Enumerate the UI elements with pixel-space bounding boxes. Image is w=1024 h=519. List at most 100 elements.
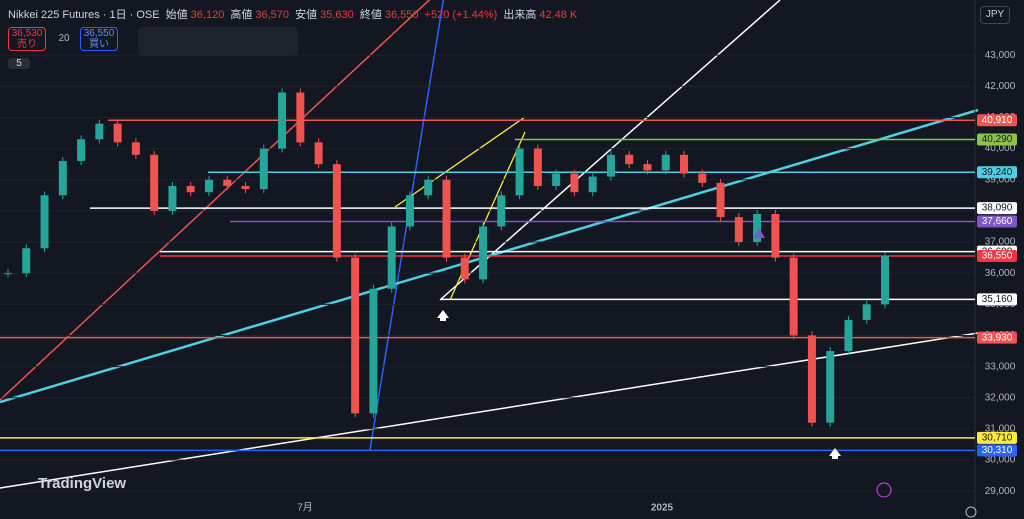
level-badge	[977, 133, 1017, 146]
arrow-marker	[753, 228, 765, 238]
symbol: Nikkei 225 Futures · 1日 · OSE	[8, 9, 160, 21]
candle	[442, 179, 451, 258]
candle	[497, 195, 506, 227]
price: 36,530	[11, 28, 43, 39]
y-tick-label: 30,000	[985, 455, 1016, 466]
candle	[58, 161, 67, 196]
candle	[460, 257, 469, 280]
level-badge	[977, 331, 1017, 344]
buy-button[interactable]: 36,550 買い	[80, 27, 118, 51]
y-tick-label: 42,000	[985, 81, 1016, 92]
candle	[734, 217, 743, 243]
candle	[278, 92, 287, 149]
level-label: 30,310	[982, 445, 1013, 456]
candle	[625, 154, 634, 165]
candle	[862, 304, 871, 320]
candle	[40, 195, 49, 249]
value: 36,570	[255, 9, 290, 21]
y-tick-label: 39,000	[985, 174, 1016, 185]
candle	[4, 273, 12, 275]
candle	[95, 123, 104, 140]
y-tick-label: 32,000	[985, 392, 1016, 403]
candle	[77, 139, 86, 162]
candle	[515, 148, 524, 196]
label: 売り	[17, 39, 37, 50]
candle	[789, 257, 798, 336]
level-badge	[977, 166, 1017, 179]
spread: 20	[58, 33, 70, 44]
value: 36,550	[384, 9, 419, 21]
level-label: 40,910	[982, 115, 1013, 126]
candle	[113, 123, 122, 143]
candle	[369, 288, 378, 414]
candle	[405, 195, 414, 227]
level-badge	[977, 250, 1017, 263]
change: +520 (+1.44%)	[424, 9, 498, 21]
drawing-toolbar[interactable]	[138, 27, 298, 55]
y-tick-label: 29,000	[985, 486, 1016, 497]
candle	[606, 154, 615, 177]
candle	[259, 148, 268, 190]
settings-icon[interactable]	[965, 506, 977, 518]
level-label: 35,160	[982, 294, 1013, 305]
candle	[881, 256, 889, 305]
candle	[661, 154, 670, 171]
candle	[844, 319, 853, 352]
x-tick-label: 2025	[651, 503, 674, 514]
value: 35,630	[320, 9, 354, 21]
candle	[241, 185, 250, 190]
label: 買い	[89, 39, 109, 50]
candle	[552, 173, 561, 186]
candle	[332, 164, 341, 258]
arrow-marker	[437, 310, 841, 459]
y-tick-label: 43,000	[985, 50, 1016, 61]
y-tick-label: 37,000	[985, 237, 1016, 248]
candle	[716, 182, 725, 218]
y-tick-label: 36,000	[985, 268, 1016, 279]
candle	[22, 248, 31, 274]
candle	[570, 173, 579, 193]
brand: TradingView	[38, 475, 126, 492]
candle	[296, 92, 305, 143]
label: 安値	[295, 9, 318, 21]
candle	[807, 335, 816, 423]
level-badge	[977, 215, 1017, 228]
sell-button[interactable]: 36,530 売り	[8, 27, 46, 51]
candle	[351, 257, 360, 414]
y-tick-label: 33,000	[985, 361, 1016, 372]
level-label: 37,660	[982, 216, 1013, 227]
legend: Nikkei 225 Futures · 1日 · OSE 始値 36,120 高…	[8, 6, 580, 22]
interval[interactable]: 5	[8, 58, 30, 69]
candle	[150, 154, 159, 211]
price: 36,550	[83, 28, 115, 39]
level-badge	[977, 202, 1017, 215]
y-tick-label: 40,000	[985, 143, 1016, 154]
level-label: 38,090	[982, 203, 1013, 214]
label: 高値	[230, 9, 253, 21]
level-badge	[977, 114, 1017, 127]
candle	[826, 351, 835, 423]
level-label: 36,550	[982, 251, 1013, 262]
candle	[771, 213, 780, 258]
candle	[533, 148, 542, 186]
candle	[314, 142, 323, 165]
candle	[698, 173, 707, 183]
x-tick-label: 7月	[297, 502, 313, 514]
level-badge	[977, 431, 1017, 444]
channel	[394, 116, 526, 208]
level-label: 39,240	[982, 167, 1013, 178]
y-tick-label: 31,000	[985, 424, 1016, 435]
trendline	[439, 0, 781, 301]
icon	[876, 482, 892, 498]
value: 36,120	[190, 9, 225, 21]
candle	[588, 176, 597, 193]
trendline	[0, 0, 431, 401]
candle	[479, 226, 488, 280]
currency[interactable]: JPY	[980, 6, 1010, 24]
candle	[186, 185, 195, 193]
label: 出来高	[503, 9, 537, 21]
candle	[753, 213, 762, 243]
level-label: 30,710	[982, 433, 1013, 444]
level-label: 33,930	[982, 332, 1013, 343]
